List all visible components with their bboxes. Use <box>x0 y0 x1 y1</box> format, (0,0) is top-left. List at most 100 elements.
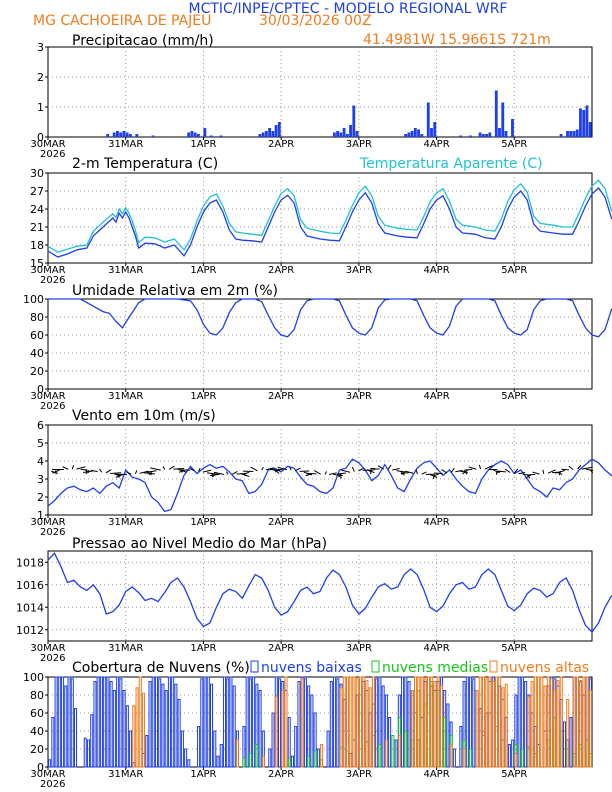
wind-arrow <box>518 472 526 475</box>
precip-bar <box>459 135 463 137</box>
cloud-bar-high <box>491 681 495 768</box>
precip-bar <box>501 102 505 137</box>
cloud-bar-high <box>430 676 434 768</box>
cloud-bar-low <box>388 717 392 768</box>
cloud-bar-low <box>562 721 566 768</box>
precip-xtick-label: 31MAR <box>108 139 143 150</box>
wind-arrow <box>421 471 427 475</box>
wind-frame <box>47 424 593 516</box>
cloud-bar-low <box>180 730 184 768</box>
cloud-bar-low <box>61 676 65 768</box>
temperature-ytick-label: 18 <box>30 239 44 252</box>
cloud-bar-low <box>83 737 87 768</box>
cloud-bar-low <box>112 690 116 768</box>
cloud-bar-low <box>222 676 226 768</box>
precip-bar <box>342 128 346 137</box>
precip-bar <box>488 132 492 137</box>
precip-bar <box>135 134 139 137</box>
cloud-bar-high <box>300 678 304 768</box>
precip-bar <box>193 132 197 137</box>
cloud-bar-mid <box>520 748 524 768</box>
cloud-bar-mid <box>469 748 473 768</box>
cloud-bar-low <box>70 678 74 768</box>
cloud-bar-low <box>316 748 320 768</box>
cloud-bar-low <box>326 730 330 768</box>
wind-ytick-label: 4 <box>37 455 44 468</box>
clouds-title: Cobertura de Nuvens (%) <box>72 660 250 676</box>
precip-bar <box>504 131 508 137</box>
precip-frame <box>47 46 593 138</box>
wind-arrow <box>527 473 536 476</box>
cloud-bar-low <box>187 759 191 768</box>
cloud-bar-low <box>297 681 301 768</box>
cloud-bar-low <box>252 676 256 768</box>
cloud-bar-low <box>106 676 110 768</box>
cloud-bar-high <box>514 753 518 768</box>
cloud-bar-high <box>365 680 369 768</box>
pressure-frame <box>47 550 593 642</box>
precip-bar <box>116 131 119 137</box>
precip-bar <box>566 131 569 137</box>
precip-bar <box>277 122 281 137</box>
wind-arrow <box>105 469 112 474</box>
cloud-bar-high <box>533 676 537 768</box>
wind-arrow <box>90 469 98 473</box>
cloud-bar-high <box>371 676 375 768</box>
wind-arrow <box>337 472 346 475</box>
wind-arrow <box>189 468 195 472</box>
pressure-ytick-label: 1014 <box>16 601 44 614</box>
temperature-xtick-label: 4APR <box>423 265 449 276</box>
cloud-bar-low <box>245 676 249 768</box>
cloud-bar-low <box>90 714 94 768</box>
precip-xtick-label: 2APR <box>268 139 294 150</box>
cloud-bar-low <box>310 694 314 768</box>
pressure-xtick-label: 4APR <box>423 643 449 654</box>
chart-title: MCTIC/INPE/CPTEC - MODELO REGIONAL WRF <box>189 1 508 17</box>
wind-arrow <box>134 470 138 475</box>
clouds-ytick-label: 60 <box>30 707 44 720</box>
clouds-xtick-label: 5APR <box>501 769 527 780</box>
cloud-bar-low <box>51 717 55 768</box>
cloud-bar-high <box>142 692 146 768</box>
wind-arrow <box>561 468 570 471</box>
wind-arrow <box>76 466 86 470</box>
precip-xtick-label: 1APR <box>190 139 216 150</box>
precip-bar <box>413 128 417 137</box>
clouds-xtick-label: 2APR <box>268 769 294 780</box>
clouds-year-label: 2026 <box>40 779 65 790</box>
humidity-ytick-label: 60 <box>30 329 44 342</box>
cloud-bar-high <box>588 690 592 768</box>
precip-bar <box>579 108 582 137</box>
cloud-bar-low <box>569 717 573 768</box>
cloud-bar-mid <box>391 735 395 768</box>
wind-arrow <box>337 473 343 479</box>
temperature-ytick-label: 24 <box>30 203 44 216</box>
precip-bar <box>410 131 414 137</box>
precip-bar <box>481 134 485 137</box>
wind-arrow <box>306 472 317 475</box>
cloud-bar-low <box>465 676 469 768</box>
cloud-bar-high <box>543 685 547 768</box>
cloud-bar-high <box>530 681 534 768</box>
cloud-bar-low <box>161 683 165 768</box>
cloud-bar-high <box>556 680 560 768</box>
wind-arrow <box>202 469 212 473</box>
cloud-bar-mid <box>313 750 317 768</box>
cloud-bar-high <box>585 676 589 768</box>
wind-arrow <box>450 467 455 473</box>
cloud-bar-low <box>511 739 515 768</box>
wind-xtick-label: 4APR <box>423 517 449 528</box>
cloud-bar-low <box>197 726 201 768</box>
wind-ytick-label: 1 <box>37 509 44 522</box>
cloud-bar-low <box>67 676 71 768</box>
wind-xtick-label: 30MAR <box>30 517 65 528</box>
cloud-bar-high <box>527 696 531 768</box>
wind-arrow <box>358 467 364 472</box>
wind-arrow <box>198 467 201 472</box>
temperature-xtick-label: 3APR <box>346 265 372 276</box>
precip-ytick-label: 2 <box>37 71 44 84</box>
cloud-bar-high <box>281 690 285 768</box>
precip-bar <box>426 102 430 137</box>
cloud-bar-low <box>336 678 340 768</box>
legend-swatch-high <box>489 660 498 673</box>
